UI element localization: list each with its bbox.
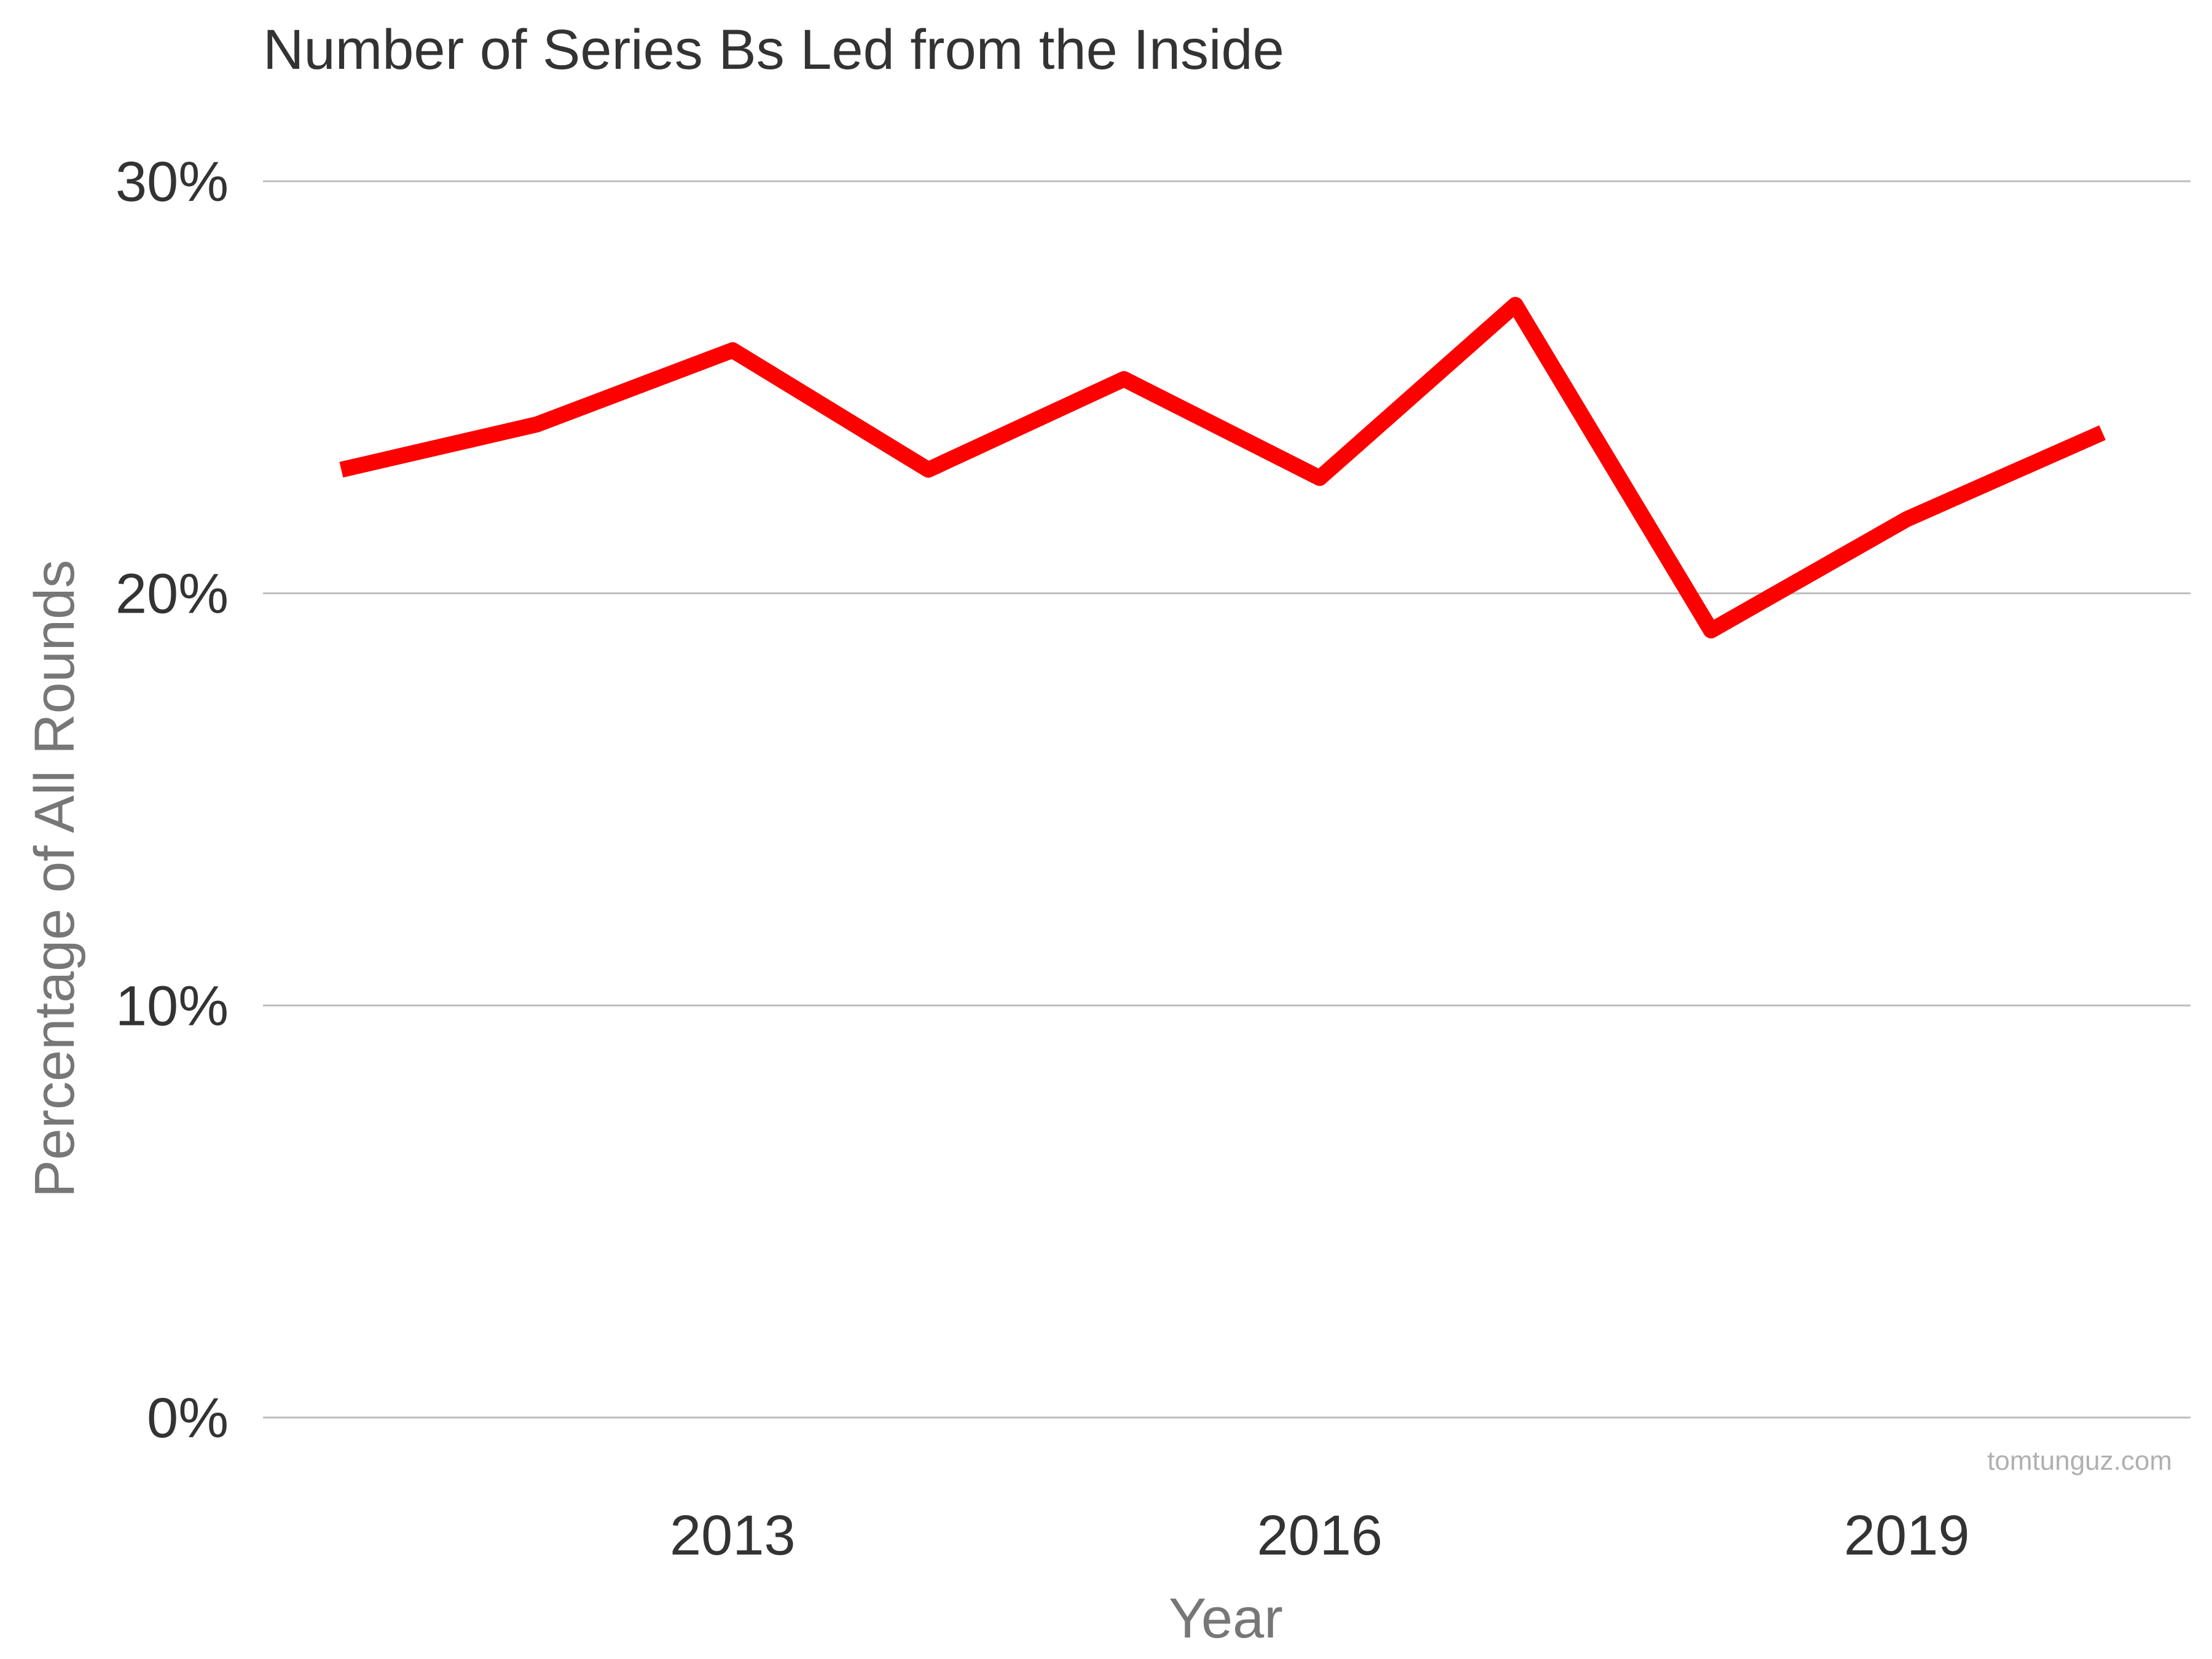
y-axis-ticks: 0% 10% 20% 30% — [116, 151, 229, 1449]
x-axis-ticks: 2013 2016 2019 — [670, 1504, 1970, 1567]
credit-text: tomtunguz.com — [1987, 1446, 2172, 1476]
x-tick-label: 2016 — [1257, 1504, 1382, 1567]
y-axis-label: Percentage of All Rounds — [23, 560, 86, 1198]
gridlines — [263, 180, 2190, 1419]
x-axis-label: Year — [1169, 1587, 1283, 1650]
y-tick-label: 0% — [147, 1387, 229, 1449]
y-tick-label: 10% — [116, 975, 229, 1037]
x-tick-label: 2013 — [670, 1504, 796, 1567]
y-tick-label: 20% — [116, 563, 229, 626]
y-tick-label: 30% — [116, 151, 229, 213]
x-tick-label: 2019 — [1844, 1504, 1970, 1567]
chart-title: Number of Series Bs Led from the Inside — [263, 18, 1284, 81]
series-layer — [339, 297, 2106, 639]
series-line — [339, 297, 2106, 639]
